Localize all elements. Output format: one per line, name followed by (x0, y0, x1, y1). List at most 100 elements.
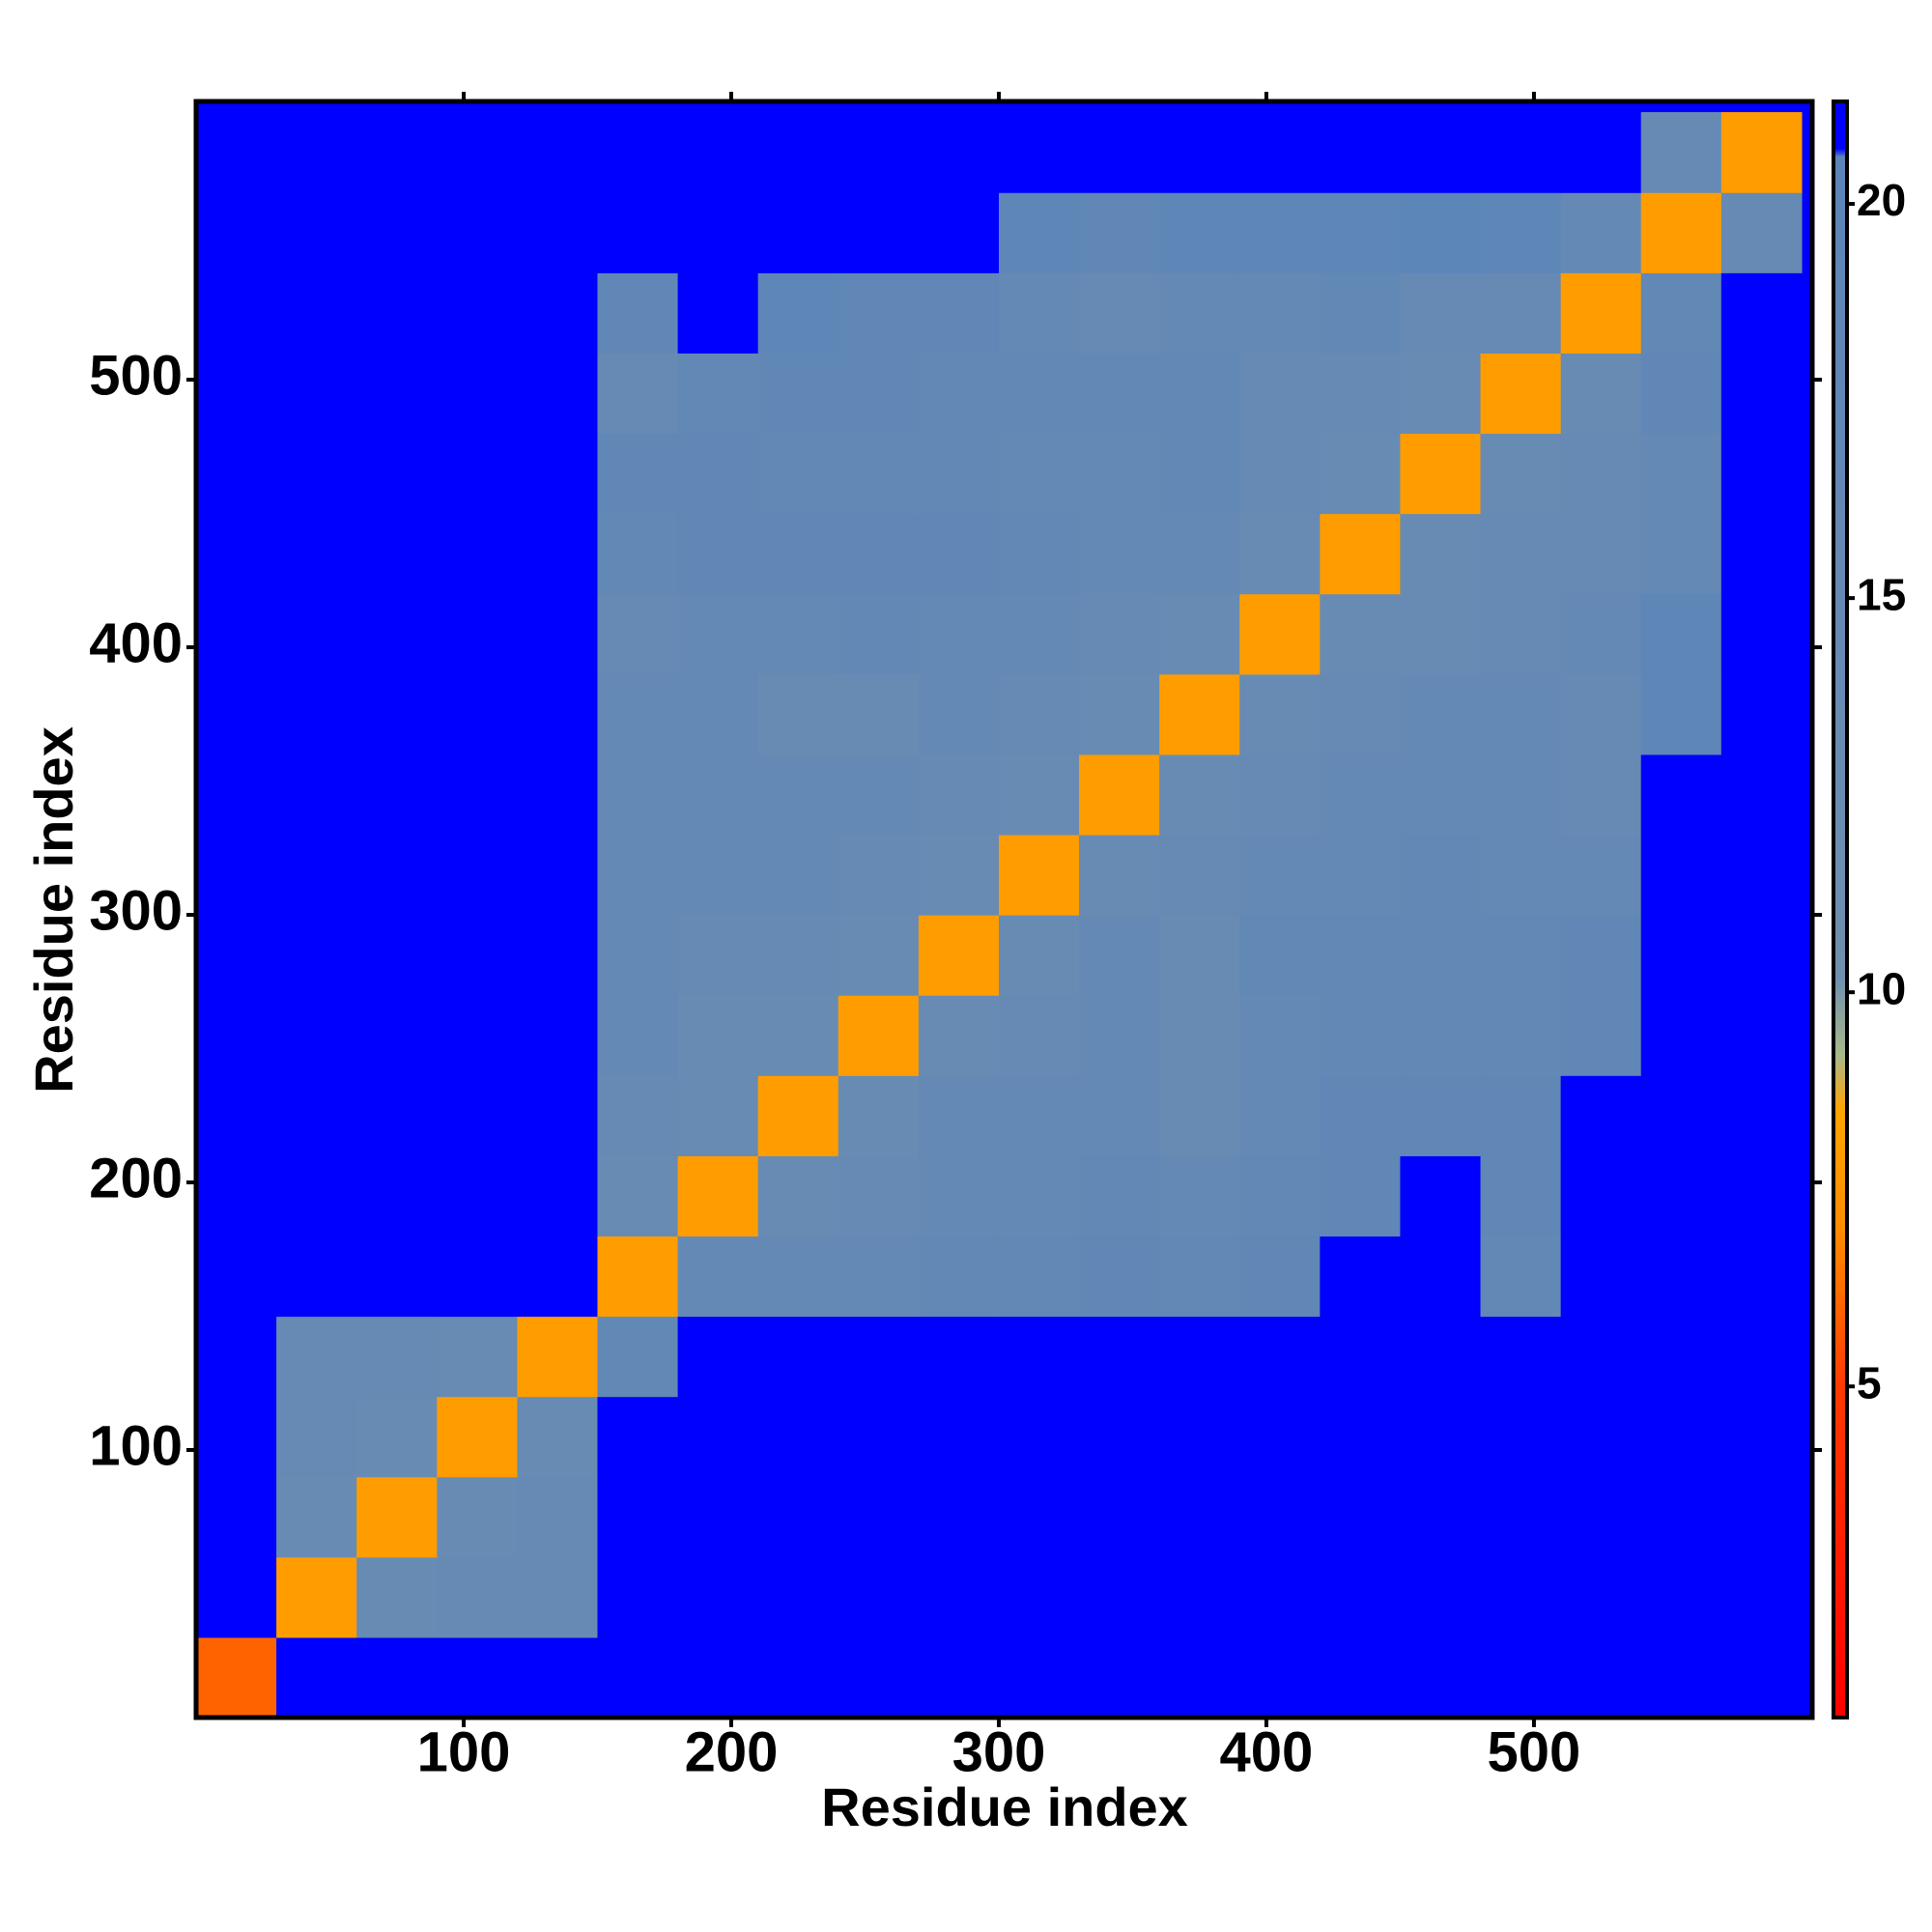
heatmap-cell (597, 192, 679, 273)
heatmap-cell (437, 834, 518, 916)
heatmap-cell (1159, 673, 1240, 755)
heatmap-cell (276, 112, 357, 193)
heatmap-cell (1560, 593, 1642, 675)
heatmap-cell (1640, 272, 1722, 354)
heatmap-cell (998, 433, 1080, 515)
heatmap-cell (1560, 513, 1642, 595)
x-tick-label: 300 (952, 1720, 1046, 1783)
heatmap-cell (1400, 995, 1482, 1076)
heatmap-cell (1400, 112, 1482, 193)
heatmap-cells (196, 101, 1812, 1719)
heatmap-cell (1239, 112, 1321, 193)
heatmap-cell (838, 513, 920, 595)
heatmap-cell (517, 834, 599, 916)
heatmap-cell (998, 1316, 1080, 1398)
heatmap-cell (437, 272, 518, 354)
heatmap-cell (1159, 272, 1240, 354)
heatmap-cell (1560, 1075, 1642, 1156)
heatmap-cell (757, 995, 839, 1076)
heatmap-cell (1720, 192, 1803, 273)
heatmap-cell (1640, 753, 1722, 836)
heatmap-cell (677, 1556, 759, 1638)
heatmap-cell (597, 753, 679, 836)
heatmap-cell (196, 834, 277, 916)
heatmap-cell (1640, 1075, 1722, 1156)
heatmap-cell (1079, 1556, 1160, 1638)
heatmap-cell (1720, 1155, 1803, 1237)
heatmap-cell (517, 915, 599, 996)
heatmap-cell (437, 112, 518, 193)
heatmap-cell (276, 1075, 357, 1156)
heatmap-cell (1320, 272, 1402, 354)
heatmap-cell (356, 593, 438, 675)
heatmap-cell (517, 112, 599, 193)
heatmap-cell (597, 272, 679, 354)
heatmap-cell (1079, 513, 1160, 595)
heatmap-cell (276, 513, 357, 595)
heatmap-cell (597, 513, 679, 595)
heatmap-cell (757, 1396, 839, 1478)
heatmap-cell (1320, 1476, 1402, 1558)
y-tick-label: 500 (89, 344, 183, 407)
heatmap-cell (1159, 834, 1240, 916)
heatmap-cell (1159, 1476, 1240, 1558)
heatmap-cell (677, 1075, 759, 1156)
heatmap-cell (1400, 753, 1482, 836)
heatmap-cell (1400, 593, 1482, 675)
heatmap-cell (1079, 192, 1160, 273)
heatmap-cell (597, 915, 679, 996)
heatmap-cell (1400, 1396, 1482, 1478)
heatmap-cell (437, 1556, 518, 1638)
heatmap-cell (1480, 915, 1562, 996)
heatmap-cell (1239, 1155, 1321, 1237)
heatmap-cell (1480, 1155, 1562, 1237)
heatmap-cell (918, 272, 1000, 354)
heatmap-cell (677, 192, 759, 273)
heatmap-cell (1720, 1236, 1803, 1318)
heatmap-cell (1320, 112, 1402, 193)
heatmap-cell (1400, 433, 1482, 515)
heatmap-cell (757, 272, 839, 354)
heatmap-cell (1640, 593, 1722, 675)
heatmap-cell (838, 272, 920, 354)
heatmap-cell (838, 1556, 920, 1638)
heatmap-cell (1159, 753, 1240, 836)
heatmap-cell (1239, 1636, 1321, 1719)
heatmap-cell (196, 1155, 277, 1237)
heatmap-cell (838, 353, 920, 435)
heatmap-cell (356, 353, 438, 435)
heatmap-cell (597, 1476, 679, 1558)
x-tick-label: 100 (417, 1720, 511, 1783)
heatmap-cell (1560, 1155, 1642, 1237)
heatmap-cell (838, 1075, 920, 1156)
heatmap-cell (918, 753, 1000, 836)
heatmap-cell (597, 1396, 679, 1478)
heatmap-cell (1320, 353, 1402, 435)
heatmap-cell (517, 593, 599, 675)
heatmap-cell (1400, 1316, 1482, 1398)
heatmap-cell (1320, 995, 1402, 1076)
heatmap-cell (1720, 915, 1803, 996)
heatmap-cell (1560, 834, 1642, 916)
heatmap-cell (1159, 915, 1240, 996)
heatmap-cell (276, 192, 357, 273)
heatmap-cell (757, 112, 839, 193)
heatmap-cell (677, 1636, 759, 1719)
heatmap-cell (838, 995, 920, 1076)
colorbar-tick-label: 20 (1857, 175, 1906, 225)
heatmap-cell (1640, 834, 1722, 916)
heatmap-cell (1239, 593, 1321, 675)
heatmap-cell (1079, 1396, 1160, 1478)
heatmap-cell (196, 995, 277, 1076)
heatmap-cell (757, 353, 839, 435)
heatmap-cell (196, 1236, 277, 1318)
heatmap-cell (998, 272, 1080, 354)
heatmap-cell (356, 192, 438, 273)
heatmap-cell (677, 112, 759, 193)
heatmap-cell (1720, 1316, 1803, 1398)
heatmap-cell (1560, 1236, 1642, 1318)
heatmap-cell (1640, 513, 1722, 595)
heatmap-cell (1320, 433, 1402, 515)
heatmap-cell (1560, 433, 1642, 515)
